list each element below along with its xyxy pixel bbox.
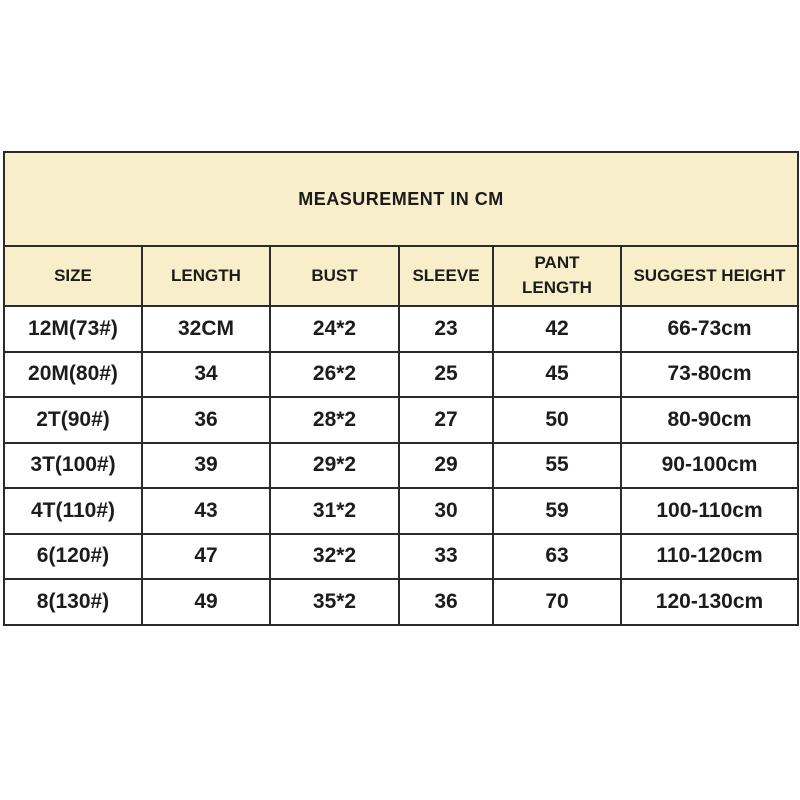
table-cell: 34 — [141, 350, 271, 398]
table-cell: 6(120#) — [3, 532, 143, 580]
column-header-size: SIZE — [3, 245, 143, 307]
table-cell: 33 — [398, 532, 494, 580]
table-cell: 80-90cm — [620, 396, 799, 444]
table-cell: 45 — [492, 350, 622, 398]
table-cell: 63 — [492, 532, 622, 580]
table-cell: 12M(73#) — [3, 305, 143, 353]
size-chart-table: MEASUREMENT IN CM SIZE LENGTH BUST SLEEVE PA… — [3, 151, 799, 626]
table-cell: 20M(80#) — [3, 350, 143, 398]
table-cell: 32*2 — [269, 532, 400, 580]
table-cell: 29*2 — [269, 441, 400, 489]
table-cell: 110-120cm — [620, 532, 799, 580]
column-header-bust: BUST — [269, 245, 400, 307]
table-cell: 66-73cm — [620, 305, 799, 353]
table-cell: 39 — [141, 441, 271, 489]
table-cell: 70 — [492, 578, 622, 626]
table-cell: 90-100cm — [620, 441, 799, 489]
column-header-sleeve: SLEEVE — [398, 245, 494, 307]
table-row: 3T(100#) 39 29*2 29 55 90-100cm — [3, 441, 799, 489]
table-cell: 8(130#) — [3, 578, 143, 626]
table-cell: 42 — [492, 305, 622, 353]
table-cell: 31*2 — [269, 487, 400, 535]
table-cell: 28*2 — [269, 396, 400, 444]
table-cell: 2T(90#) — [3, 396, 143, 444]
table-cell: 43 — [141, 487, 271, 535]
title-row: MEASUREMENT IN CM — [3, 151, 799, 247]
table-cell: 4T(110#) — [3, 487, 143, 535]
table-head: MEASUREMENT IN CM SIZE LENGTH BUST SLEEVE PA… — [3, 151, 799, 307]
table-cell: 47 — [141, 532, 271, 580]
table-title: MEASUREMENT IN CM — [3, 151, 799, 247]
table-row: 12M(73#) 32CM 24*2 23 42 66-73cm — [3, 305, 799, 353]
table-body: 12M(73#) 32CM 24*2 23 42 66-73cm 20M(80#) 34 26*… — [3, 305, 799, 626]
column-header-suggest-height: SUGGEST HEIGHT — [620, 245, 799, 307]
table-cell: 36 — [398, 578, 494, 626]
table-cell: 24*2 — [269, 305, 400, 353]
table-cell: 30 — [398, 487, 494, 535]
table-cell: 29 — [398, 441, 494, 489]
table-cell: 120-130cm — [620, 578, 799, 626]
table-row: 6(120#) 47 32*2 33 63 110-120cm — [3, 532, 799, 580]
table-row: 8(130#) 49 35*2 36 70 120-130cm — [3, 578, 799, 626]
table-cell: 35*2 — [269, 578, 400, 626]
header-row: SIZE LENGTH BUST SLEEVE PANT LENGTH SUGGEST H… — [3, 245, 799, 307]
table-cell: 26*2 — [269, 350, 400, 398]
table-cell: 59 — [492, 487, 622, 535]
table-cell: 100-110cm — [620, 487, 799, 535]
table-cell: 3T(100#) — [3, 441, 143, 489]
table-row: 2T(90#) 36 28*2 27 50 80-90cm — [3, 396, 799, 444]
table-cell: 27 — [398, 396, 494, 444]
table-row: 4T(110#) 43 31*2 30 59 100-110cm — [3, 487, 799, 535]
table-cell: 50 — [492, 396, 622, 444]
table-row: 20M(80#) 34 26*2 25 45 73-80cm — [3, 350, 799, 398]
table-cell: 32CM — [141, 305, 271, 353]
table-cell: 55 — [492, 441, 622, 489]
table-cell: 36 — [141, 396, 271, 444]
table-cell: 23 — [398, 305, 494, 353]
table-cell: 49 — [141, 578, 271, 626]
column-header-length: LENGTH — [141, 245, 271, 307]
table-cell: 25 — [398, 350, 494, 398]
table-cell: 73-80cm — [620, 350, 799, 398]
column-header-pant-length: PANT LENGTH — [492, 245, 622, 307]
